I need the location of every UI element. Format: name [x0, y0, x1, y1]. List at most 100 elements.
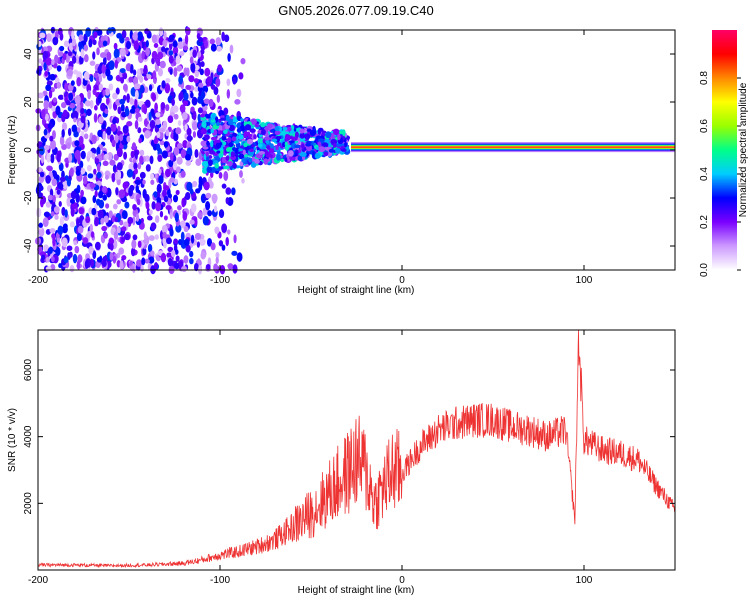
heatmap-cell [215, 142, 221, 149]
heatmap-cell [68, 136, 72, 143]
heatmap-cell [78, 41, 83, 49]
heatmap-cell [92, 39, 97, 46]
heatmap-cell [162, 120, 168, 130]
heatmap-cell [98, 190, 104, 199]
heatmap-cell [259, 138, 264, 144]
heatmap-cell [210, 128, 215, 134]
heatmap-cell [52, 97, 57, 103]
heatmap-cell [290, 136, 298, 141]
heatmap-cell [139, 149, 145, 157]
heatmap-cell [216, 94, 221, 103]
heatmap-cell [75, 193, 81, 203]
heatmap-cell [49, 135, 54, 142]
heatmap-cell [169, 152, 174, 162]
heatmap-cell [234, 99, 241, 105]
heatmap-cell [168, 50, 174, 56]
heatmap-cell [315, 146, 319, 150]
heatmap-cell [44, 113, 50, 122]
heatmap-cell [211, 113, 216, 120]
heatmap-cell [274, 126, 280, 132]
heatmap-cell [104, 174, 109, 180]
heatmap-cell [131, 142, 137, 150]
heatmap-cell [195, 158, 202, 166]
heatmap-cell [238, 148, 243, 152]
heatmap-cell [179, 104, 186, 113]
heatmap-cell [111, 139, 116, 148]
heatmap-cell [288, 150, 294, 157]
heatmap-cell [192, 49, 197, 58]
heatmap-cell [66, 245, 73, 251]
heatmap-cell [175, 127, 182, 135]
heatmap-ylabel: Frequency (Hz) [7, 116, 18, 185]
heatmap-cell [243, 130, 248, 138]
heatmap-cell [173, 113, 179, 120]
heatmap-cell [126, 121, 133, 127]
heatmap-cell [51, 105, 57, 112]
heatmap-cell [54, 214, 59, 220]
colorbar: 0.0 0.2 0.4 0.6 0.8 Normalized spectral ampl… [699, 30, 749, 277]
heatmap-cell [67, 68, 74, 77]
heatmap-cell [149, 155, 154, 165]
heatmap-cell [257, 143, 263, 148]
heatmap-cell [183, 225, 189, 233]
heatmap-cell [59, 51, 64, 57]
heatmap-cell [344, 141, 348, 148]
heatmap-cell [64, 209, 68, 218]
heatmap-cell [142, 247, 147, 256]
heatmap-cell [88, 245, 94, 255]
heatmap-cell [175, 224, 182, 233]
heatmap-cell [232, 119, 239, 123]
heatmap-cell [168, 55, 174, 64]
heatmap-cell [80, 48, 85, 58]
heatmap-cell [58, 162, 64, 172]
heatmap-cell [238, 134, 244, 140]
heatmap-cell [122, 124, 129, 134]
heatmap-cell [45, 84, 52, 92]
heatmap-cell [254, 159, 260, 164]
heatmap-cell [180, 220, 186, 229]
heatmap-cell [47, 165, 53, 172]
heatmap-cell [141, 50, 145, 60]
heatmap-cell [173, 238, 178, 245]
heatmap-cell [180, 149, 187, 159]
heatmap-cell [173, 67, 178, 77]
heatmap-cell [230, 151, 235, 158]
heatmap-cell [87, 173, 94, 179]
heatmap-cell [186, 135, 193, 141]
heatmap-cell [202, 207, 207, 217]
heatmap-cell [102, 89, 106, 97]
heatmap-cell [114, 171, 119, 182]
heatmap-cell [190, 234, 195, 244]
heatmap-cell [112, 118, 117, 125]
heatmap-cell [260, 129, 266, 136]
heatmap-cell [125, 40, 132, 50]
heatmap-cell [143, 66, 148, 75]
heatmap-cell [189, 250, 194, 258]
heatmap-cell [94, 105, 98, 111]
heatmap-cell [101, 63, 106, 74]
heatmap-cell [182, 211, 188, 221]
heatmap-cell [36, 207, 42, 218]
heatmap-cell [148, 84, 153, 92]
heatmap-cell [38, 185, 44, 192]
heatmap-cell [100, 35, 106, 42]
heatmap-cell [177, 142, 183, 149]
heatmap-cell [165, 77, 171, 84]
heatmap-cell [177, 205, 182, 211]
heatmap-y-tick-label: 0 [23, 147, 34, 153]
heatmap-cell [159, 210, 164, 218]
heatmap-cell [151, 92, 157, 102]
heatmap-cell [205, 192, 212, 199]
heatmap-cell [155, 202, 162, 212]
heatmap-cell [254, 123, 259, 128]
heatmap-cell [214, 162, 219, 169]
heatmap-cell [340, 148, 347, 152]
heatmap-cell [241, 157, 246, 163]
heatmap-cell [114, 59, 119, 69]
heatmap-cell [148, 209, 153, 215]
heatmap-cell [228, 142, 234, 148]
heatmap-cell [225, 187, 232, 195]
heatmap-cell [176, 65, 183, 72]
heatmap-cell [236, 127, 242, 133]
